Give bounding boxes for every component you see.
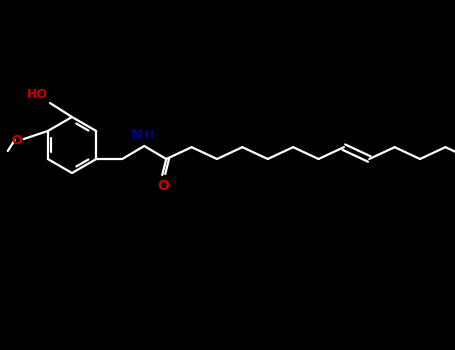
Text: O: O (157, 179, 169, 193)
Text: HO: HO (27, 88, 48, 101)
Text: N: N (131, 128, 142, 142)
Text: H: H (145, 130, 155, 140)
Text: O: O (11, 133, 22, 147)
